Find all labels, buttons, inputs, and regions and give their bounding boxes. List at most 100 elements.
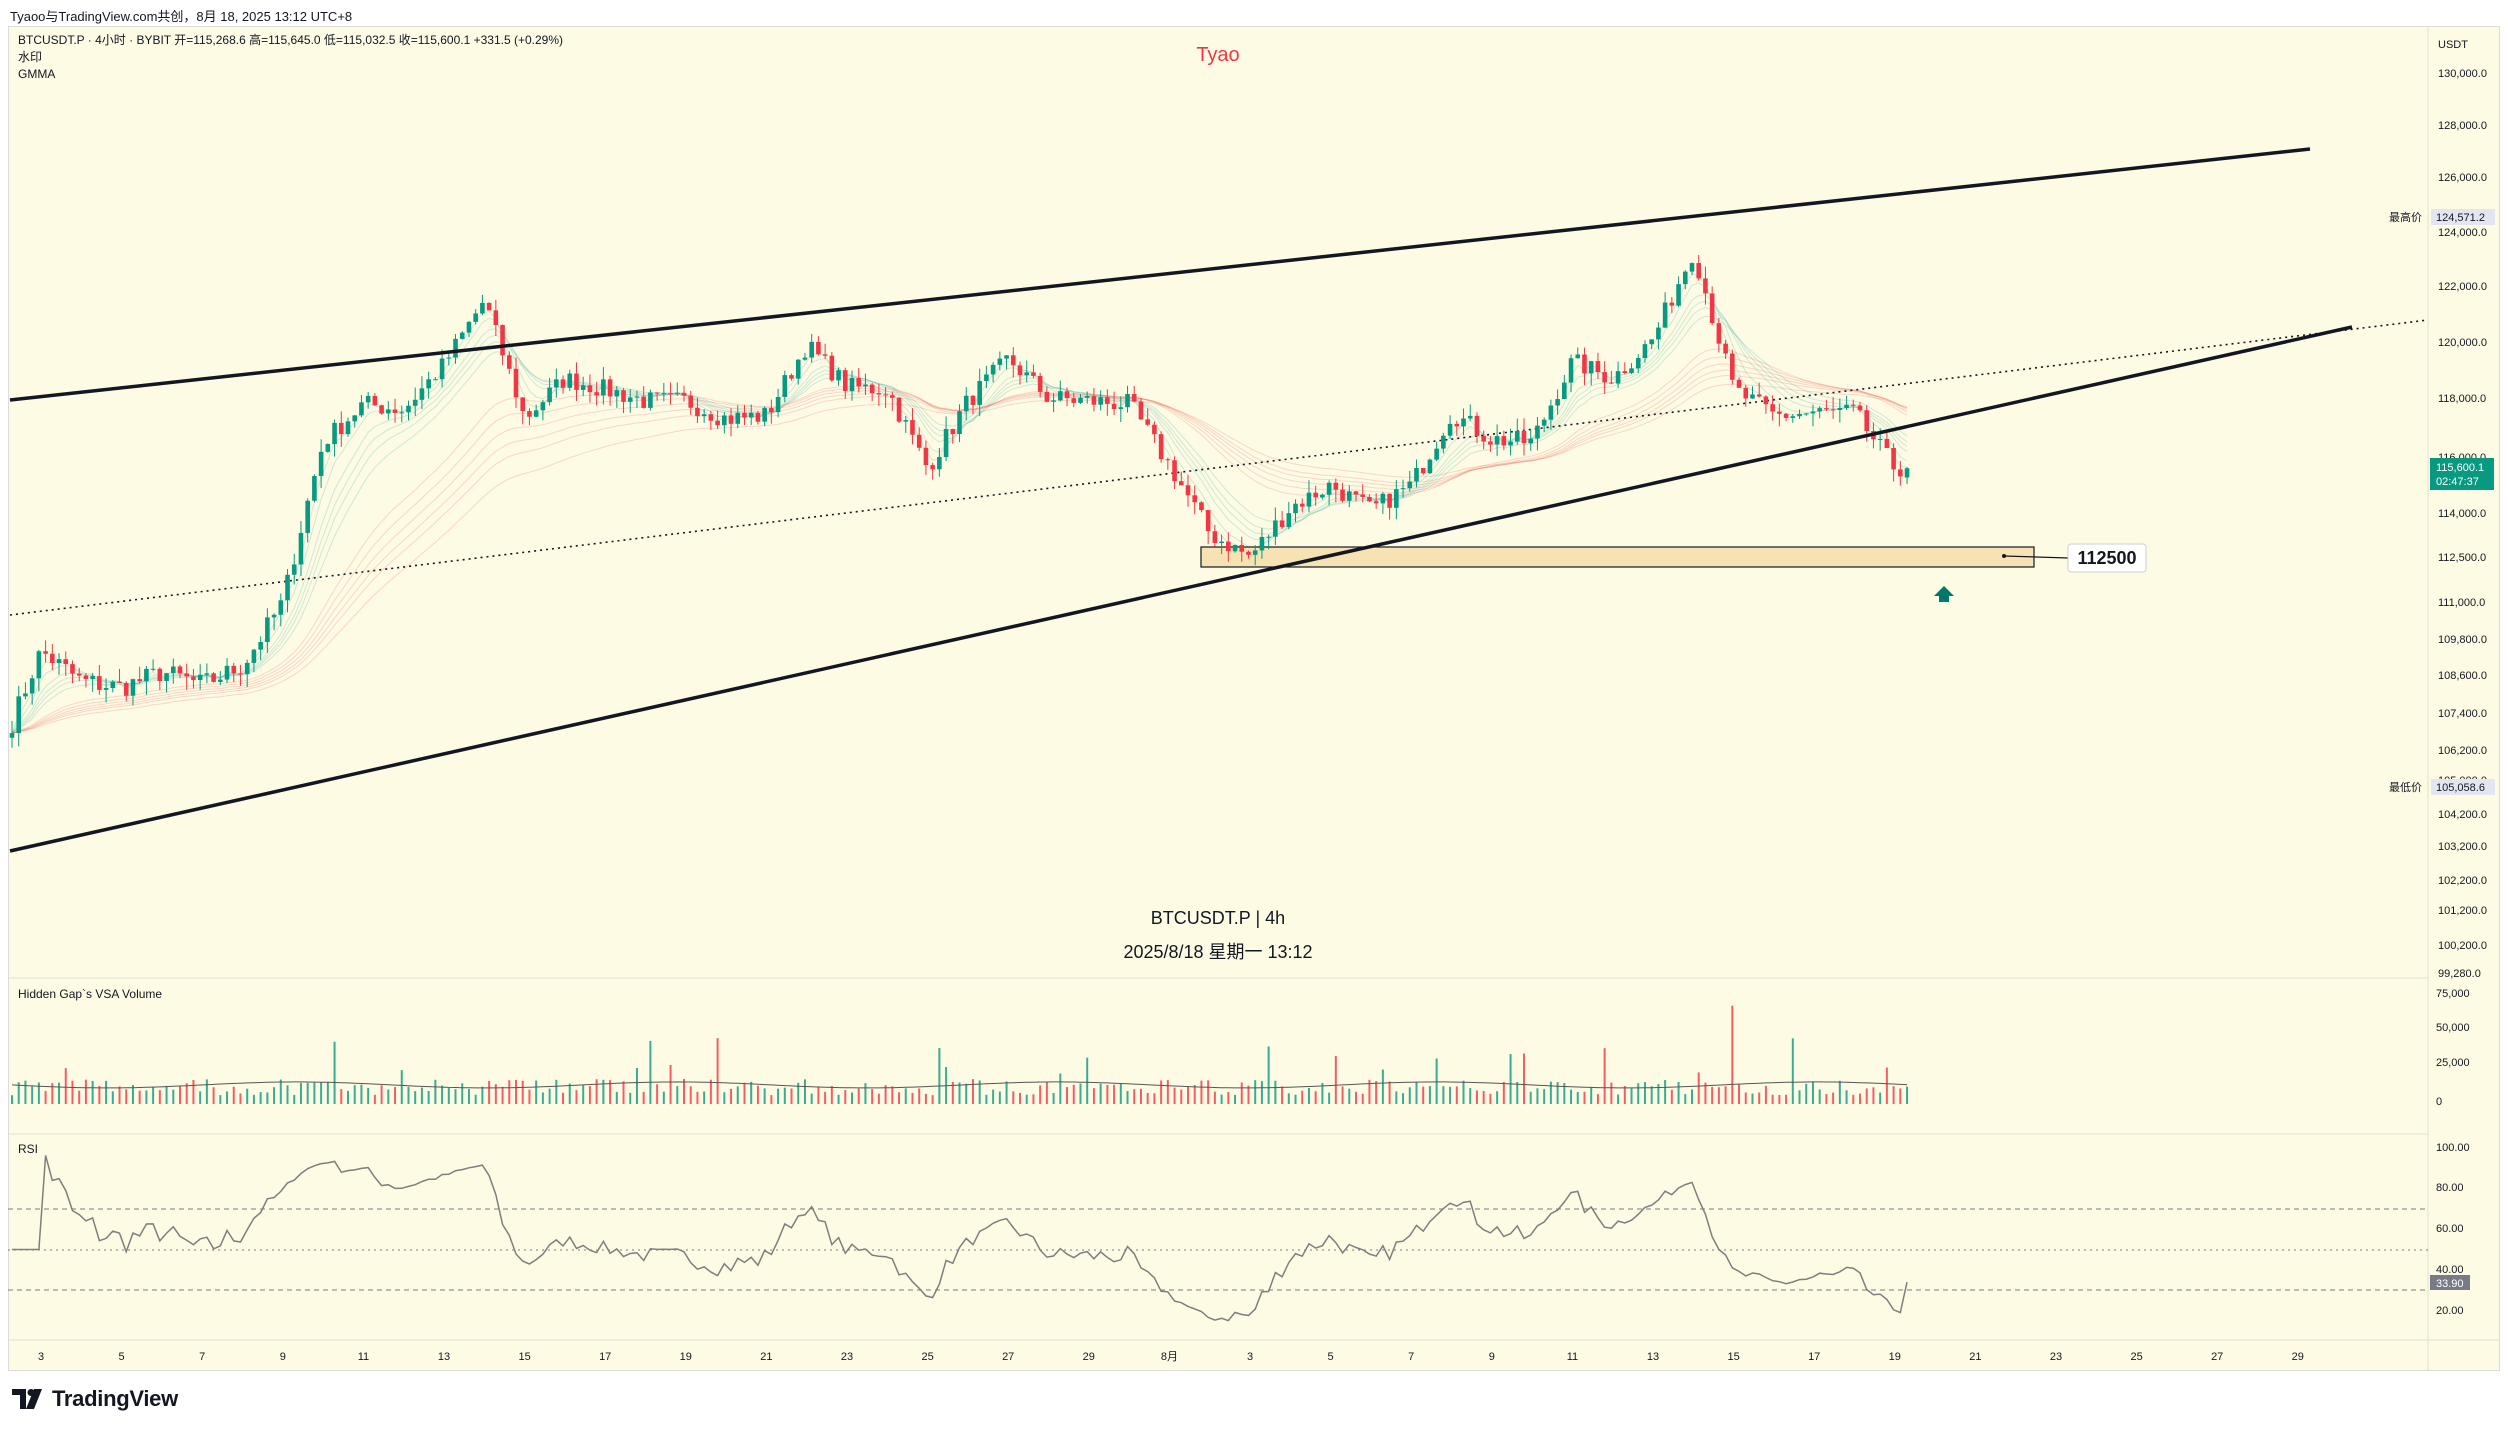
volume-bar (588, 1086, 591, 1104)
time-tick-2[interactable]: 7 (199, 1351, 205, 1363)
candle-body (1777, 411, 1782, 414)
time-tick-22[interactable]: 17 (1808, 1351, 1820, 1363)
time-tick-3[interactable]: 9 (280, 1351, 286, 1363)
time-tick-10[interactable]: 23 (841, 1351, 853, 1363)
price-tick-4[interactable]: 122,000.0 (2438, 281, 2487, 293)
time-tick-28[interactable]: 29 (2292, 1351, 2304, 1363)
volume-bar (1455, 1086, 1458, 1104)
legend-indicator-watermark[interactable]: 水印 (18, 50, 42, 64)
candle-body (923, 447, 929, 466)
price-tick-8[interactable]: 114,000.0 (2438, 508, 2486, 520)
rsi-tick-100[interactable]: 100.00 (2436, 1142, 2470, 1154)
candle-body (1521, 430, 1527, 444)
price-tick-12[interactable]: 108,600.0 (2438, 670, 2487, 682)
price-tick-16[interactable]: 104,200.0 (2438, 809, 2487, 821)
price-tick-11[interactable]: 109,800.0 (2438, 634, 2487, 646)
time-tick-17[interactable]: 7 (1408, 1351, 1414, 1363)
time-tick-23[interactable]: 19 (1889, 1351, 1901, 1363)
legend-indicator-gmma[interactable]: GMMA (18, 67, 55, 81)
candle-body (1743, 387, 1749, 399)
time-tick-1[interactable]: 5 (119, 1351, 125, 1363)
volume-bar (24, 1080, 27, 1104)
time-tick-26[interactable]: 25 (2130, 1351, 2142, 1363)
dotted-trend-line[interactable] (9, 319, 2429, 616)
time-tick-14[interactable]: 8月 (1161, 1351, 1178, 1363)
time-tick-9[interactable]: 21 (760, 1351, 772, 1363)
last-price-badge[interactable] (2430, 458, 2494, 490)
price-tick-5[interactable]: 120,000.0 (2438, 337, 2487, 349)
time-tick-12[interactable]: 27 (1002, 1351, 1014, 1363)
candle-body (1084, 396, 1090, 398)
volume-pane-title[interactable]: Hidden Gap`s VSA Volume (18, 987, 162, 1001)
time-tick-13[interactable]: 29 (1083, 1351, 1095, 1363)
time-tick-24[interactable]: 21 (1969, 1351, 1981, 1363)
price-tick-21[interactable]: 99,280.0 (2438, 968, 2481, 980)
up-arrow-icon[interactable] (1934, 586, 1954, 602)
candle-body (1017, 365, 1023, 376)
volume-tick-25000[interactable]: 25,000 (2436, 1057, 2470, 1069)
time-tick-15[interactable]: 3 (1247, 1351, 1253, 1363)
price-tick-6[interactable]: 118,000.0 (2438, 393, 2486, 405)
time-axis[interactable]: 3 5 7 9 11 13 15 17 19 21 23 25 27 29 8月 3 5 7 9 11 13 15 17 19… (38, 1351, 2304, 1363)
price-tick-17[interactable]: 103,200.0 (2438, 841, 2487, 853)
time-tick-18[interactable]: 9 (1489, 1351, 1495, 1363)
volume-bar (851, 1092, 853, 1104)
legend-symbol-line[interactable]: BTCUSDT.P · 4小时 · BYBIT 开=115,268.6 高=11… (18, 32, 563, 47)
volume-tick-0[interactable]: 0 (2436, 1096, 2442, 1108)
price-axis[interactable]: 130,000.0 128,000.0 126,000.0 124,000.0 122,… (2438, 68, 2487, 980)
price-tick-18[interactable]: 102,200.0 (2438, 875, 2487, 887)
time-tick-6[interactable]: 15 (518, 1351, 530, 1363)
volume-bar (1576, 1092, 1579, 1104)
channel-upper-line[interactable] (9, 147, 2311, 402)
volume-bar (1670, 1089, 1673, 1104)
time-tick-19[interactable]: 11 (1567, 1351, 1578, 1363)
volume-bar (1637, 1083, 1640, 1104)
candle-body (137, 679, 142, 682)
rsi-tick-40[interactable]: 40.00 (2436, 1264, 2464, 1276)
time-tick-8[interactable]: 19 (680, 1351, 692, 1363)
tradingview-logo[interactable]: TradingView (12, 1384, 178, 1414)
time-tick-25[interactable]: 23 (2050, 1351, 2062, 1363)
price-tick-9[interactable]: 112,500.0 (2438, 552, 2486, 564)
rsi-pane-title[interactable]: RSI (18, 1142, 38, 1156)
candle-body (554, 379, 559, 388)
candlestick-series[interactable] (9, 254, 1910, 748)
channel-lower-line[interactable] (9, 325, 2353, 853)
candle-body (540, 402, 546, 411)
time-tick-21[interactable]: 15 (1727, 1351, 1739, 1363)
price-tick-0[interactable]: 130,000.0 (2438, 68, 2487, 80)
time-tick-0[interactable]: 3 (38, 1351, 44, 1363)
time-tick-7[interactable]: 17 (599, 1351, 611, 1363)
time-tick-11[interactable]: 25 (921, 1351, 933, 1363)
volume-bar (420, 1087, 423, 1104)
rsi-tick-80[interactable]: 80.00 (2436, 1182, 2464, 1194)
time-tick-27[interactable]: 27 (2211, 1351, 2223, 1363)
price-tick-19[interactable]: 101,200.0 (2438, 905, 2487, 917)
price-axis-currency[interactable]: USDT (2438, 39, 2468, 51)
price-tick-13[interactable]: 107,400.0 (2438, 708, 2487, 720)
volume-bar (931, 1095, 934, 1104)
volume-bar (212, 1087, 215, 1104)
price-tick-3[interactable]: 124,000.0 (2438, 227, 2487, 239)
volume-bar (971, 1079, 974, 1104)
volume-bar (1442, 1086, 1445, 1104)
rsi-tick-20[interactable]: 20.00 (2436, 1305, 2464, 1317)
candle-body (23, 693, 28, 697)
target-label[interactable]: 112500 (2077, 548, 2136, 568)
candle-body (83, 675, 89, 680)
price-tick-1[interactable]: 128,000.0 (2438, 120, 2487, 132)
price-tick-2[interactable]: 126,000.0 (2438, 172, 2487, 184)
time-tick-16[interactable]: 5 (1328, 1351, 1334, 1363)
volume-bar (803, 1079, 806, 1104)
price-tick-14[interactable]: 106,200.0 (2438, 745, 2487, 757)
price-tick-20[interactable]: 100,200.0 (2438, 940, 2487, 952)
rsi-tick-60[interactable]: 60.00 (2436, 1223, 2464, 1235)
volume-tick-75000[interactable]: 75,000 (2436, 988, 2470, 1000)
target-label-box[interactable] (2067, 543, 2147, 573)
time-tick-4[interactable]: 11 (358, 1351, 369, 1363)
volume-tick-50000[interactable]: 50,000 (2436, 1022, 2470, 1034)
time-tick-20[interactable]: 13 (1647, 1351, 1659, 1363)
price-tick-10[interactable]: 111,000.0 (2438, 597, 2485, 609)
time-tick-5[interactable]: 13 (438, 1351, 450, 1363)
